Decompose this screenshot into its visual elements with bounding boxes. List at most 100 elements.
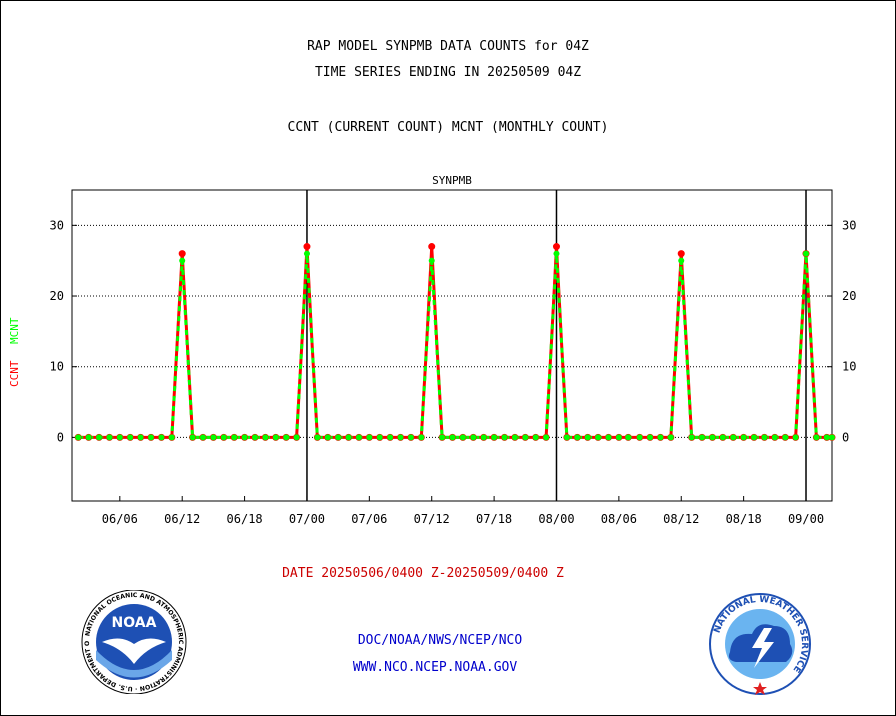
- noaa-logo: NOAA NATIONAL OCEANIC AND ATMOSPHERIC AD…: [80, 590, 187, 694]
- mcnt-point: [532, 434, 539, 441]
- mcnt-point: [771, 434, 778, 441]
- mcnt-point: [345, 434, 352, 441]
- mcnt-point: [615, 434, 622, 441]
- mcnt-point: [387, 434, 394, 441]
- mcnt-point: [667, 434, 674, 441]
- mcnt-point: [75, 434, 82, 441]
- mcnt-point: [553, 250, 560, 257]
- mcnt-point: [262, 434, 269, 441]
- y-tick-label-right: 0: [842, 430, 849, 444]
- mcnt-point: [730, 434, 737, 441]
- mcnt-point: [657, 434, 664, 441]
- mcnt-point: [106, 434, 113, 441]
- series-line-ccnt: [78, 246, 832, 439]
- mcnt-point: [522, 434, 529, 441]
- mcnt-point: [220, 434, 227, 441]
- mcnt-point: [251, 434, 258, 441]
- plot-area: [71, 189, 833, 502]
- x-tick-label: 08/12: [663, 512, 699, 526]
- mcnt-point: [231, 434, 238, 441]
- y-tick-label-right: 10: [842, 360, 856, 374]
- mcnt-point: [303, 250, 310, 257]
- mcnt-point: [127, 434, 134, 441]
- mcnt-point: [829, 434, 835, 441]
- mcnt-point: [376, 434, 383, 441]
- star-icon: [753, 682, 767, 695]
- mcnt-point: [439, 434, 446, 441]
- y-tick-label-left: 30: [50, 218, 64, 232]
- x-tick-label: 06/12: [164, 512, 200, 526]
- mcnt-point: [324, 434, 331, 441]
- mcnt-point: [813, 434, 820, 441]
- mcnt-point: [168, 434, 175, 441]
- mcnt-point: [428, 257, 435, 264]
- chart-title-line2: TIME SERIES ENDING IN 20250509 04Z: [314, 65, 582, 80]
- mcnt-point: [647, 434, 654, 441]
- mcnt-point: [543, 434, 550, 441]
- x-tick-labels: 06/06 06/12 06/18 07/00 07/06 07/12 07/18 08/00…: [102, 496, 824, 526]
- mcnt-point: [459, 434, 466, 441]
- mcnt-point: [96, 434, 103, 441]
- mcnt-point: [823, 434, 830, 441]
- mcnt-point: [782, 434, 789, 441]
- mcnt-point: [199, 434, 206, 441]
- y-tick-labels: 0 0 10 10 20 20 30 30: [50, 218, 857, 444]
- mcnt-point: [688, 434, 695, 441]
- mcnt-point: [511, 434, 518, 441]
- x-tick-label: 07/00: [289, 512, 325, 526]
- mcnt-point: [605, 434, 612, 441]
- mcnt-point: [148, 434, 155, 441]
- ccnt-point: [178, 250, 186, 258]
- mcnt-point: [563, 434, 570, 441]
- chart-subtitle: CCNT (CURRENT COUNT) MCNT (MONTHLY COUNT…: [287, 120, 609, 135]
- mcnt-point: [189, 434, 196, 441]
- mcnt-point: [625, 434, 632, 441]
- mcnt-point: [366, 434, 373, 441]
- mcnt-point: [283, 434, 290, 441]
- x-tick-label: 08/18: [726, 512, 762, 526]
- mcnt-point: [470, 434, 477, 441]
- mcnt-point: [314, 434, 321, 441]
- mcnt-point: [699, 434, 706, 441]
- mcnt-point: [678, 257, 685, 264]
- mcnt-point: [241, 434, 248, 441]
- mcnt-point: [491, 434, 498, 441]
- mcnt-point: [335, 434, 342, 441]
- date-range-label: DATE 20250506/0400 Z-20250509/0400 Z: [282, 566, 564, 581]
- mcnt-point: [480, 434, 487, 441]
- series-line-mcnt: [78, 253, 832, 439]
- y-tick-label-right: 30: [842, 218, 856, 232]
- x-tick-label: 06/18: [227, 512, 263, 526]
- org-path-link[interactable]: DOC/NOAA/NWS/NCEP/NCO: [357, 633, 523, 648]
- mcnt-point: [158, 434, 165, 441]
- mcnt-point: [751, 434, 758, 441]
- x-tick-label: 08/00: [538, 512, 574, 526]
- noaa-logo-text: NOAA: [112, 615, 157, 631]
- day-boundary-lines: [306, 190, 807, 501]
- x-tick-label: 07/06: [351, 512, 387, 526]
- mcnt-point: [740, 434, 747, 441]
- y-axis-label-mcnt: MCNT: [8, 317, 21, 344]
- mcnt-point: [116, 434, 123, 441]
- mcnt-point: [719, 434, 726, 441]
- nws-logo: NATIONAL WEATHER SERVICE: [709, 593, 811, 695]
- mcnt-point: [584, 434, 591, 441]
- ccnt-point: [428, 243, 436, 251]
- mcnt-point: [761, 434, 768, 441]
- ccnt-point: [677, 250, 685, 258]
- x-tick-label: 08/06: [601, 512, 637, 526]
- mcnt-point: [595, 434, 602, 441]
- mcnt-point: [418, 434, 425, 441]
- website-link[interactable]: WWW.NCO.NCEP.NOAA.GOV: [352, 660, 518, 675]
- mcnt-point: [85, 434, 92, 441]
- mcnt-point: [792, 434, 799, 441]
- mcnt-point: [179, 257, 186, 264]
- mcnt-point: [407, 434, 414, 441]
- mcnt-point: [272, 434, 279, 441]
- chart-title-line1: RAP MODEL SYNPMB DATA COUNTS for 04Z: [307, 39, 589, 54]
- y-tick-label-left: 10: [50, 360, 64, 374]
- ccnt-point: [552, 243, 560, 251]
- x-tick-label: 09/00: [788, 512, 824, 526]
- mcnt-point: [355, 434, 362, 441]
- x-tick-label: 07/12: [414, 512, 450, 526]
